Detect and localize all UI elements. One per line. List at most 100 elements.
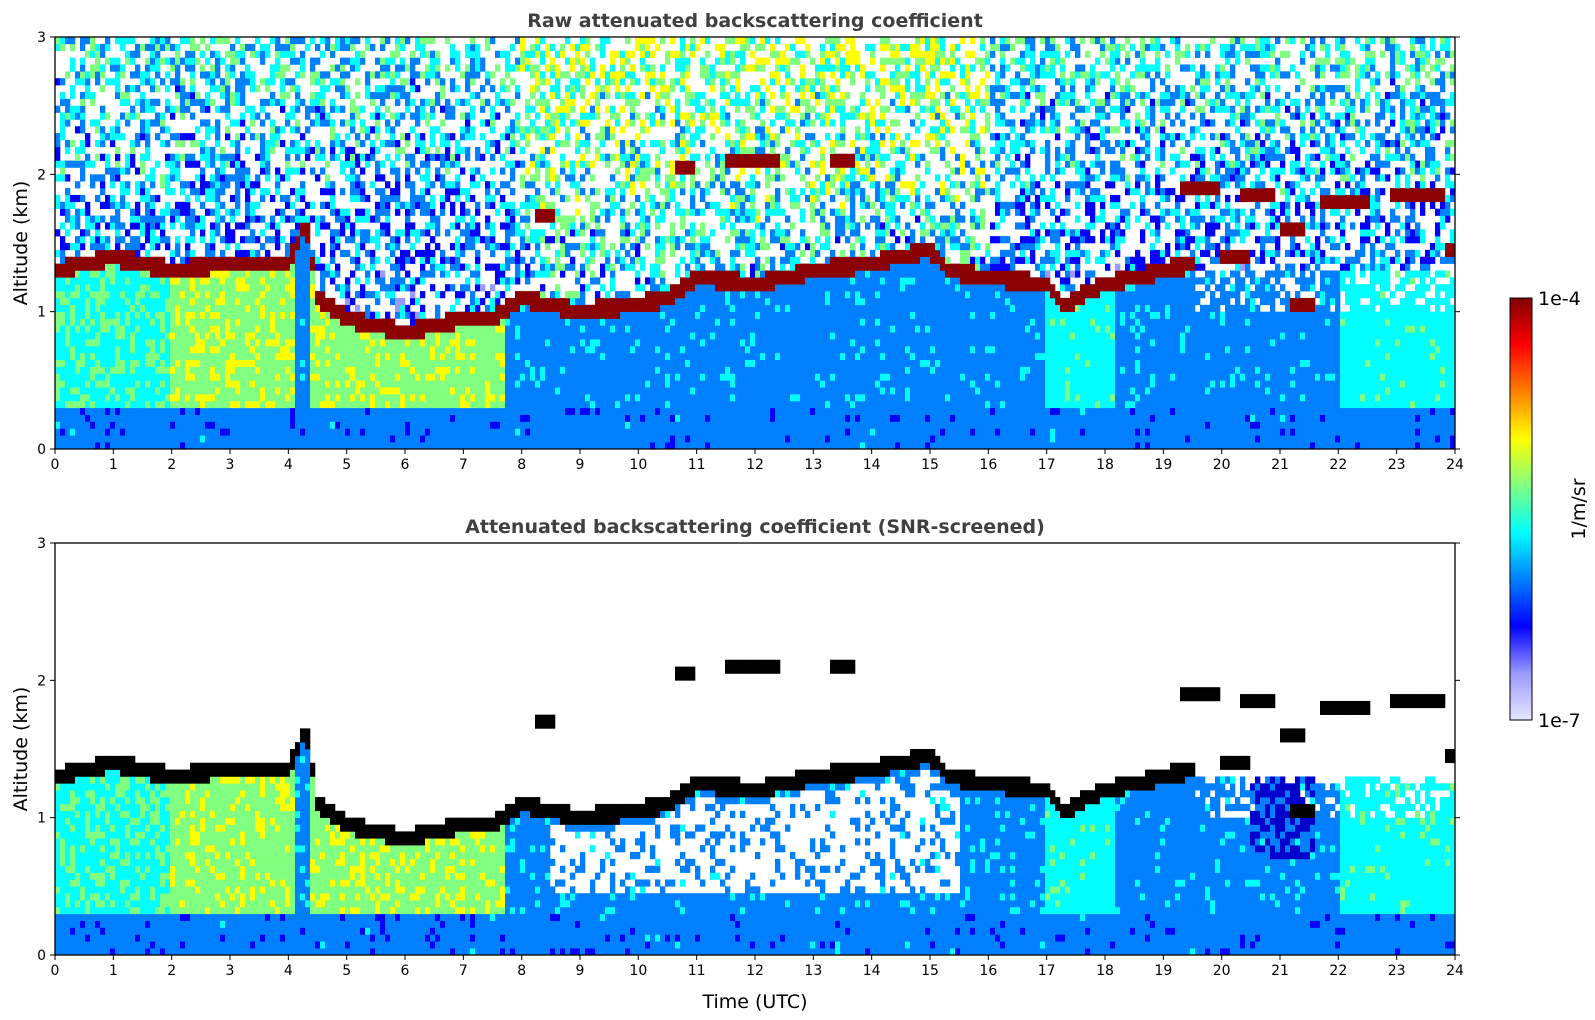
heatmap-cell [235, 297, 241, 306]
heatmap-cell [510, 174, 516, 182]
heatmap-cell [595, 215, 601, 223]
heatmap-cell [365, 428, 371, 436]
heatmap-cell [485, 311, 491, 319]
heatmap-cell [525, 373, 531, 381]
heatmap-cell [275, 208, 281, 216]
heatmap-cell [440, 78, 446, 86]
heatmap-cell [230, 414, 236, 422]
heatmap-cell [230, 291, 236, 299]
heatmap-cell [260, 346, 266, 354]
heatmap-cell [255, 325, 261, 333]
heatmap-cell [280, 78, 286, 86]
heatmap-cell [230, 407, 236, 415]
heatmap-cell [395, 91, 401, 100]
heatmap-cell [400, 325, 406, 333]
heatmap-cell [470, 243, 476, 251]
heatmap-cell [235, 133, 241, 141]
heatmap-cell [435, 373, 441, 381]
heatmap-cell [70, 160, 76, 168]
heatmap-cell [505, 222, 511, 230]
heatmap-cell [435, 229, 441, 237]
heatmap-cell [385, 387, 391, 395]
heatmap-cell [585, 380, 591, 388]
heatmap-cell [115, 421, 121, 429]
heatmap-cell [185, 160, 191, 168]
heatmap-cell [535, 194, 541, 203]
heatmap-cell [600, 339, 606, 347]
heatmap-cell [375, 126, 381, 134]
heatmap-cell [255, 373, 261, 381]
heatmap-cell [515, 400, 521, 409]
heatmap-cell [560, 394, 566, 402]
heatmap-cell [620, 64, 626, 72]
heatmap-cell [350, 311, 356, 319]
heatmap-cell [365, 387, 371, 395]
heatmap-cell [530, 291, 536, 299]
heatmap-cell [600, 263, 606, 271]
heatmap-cell [585, 428, 591, 436]
heatmap-cell [210, 160, 216, 168]
heatmap-cell [260, 119, 266, 127]
heatmap-cell [590, 105, 596, 113]
heatmap-cell [185, 394, 191, 402]
heatmap-cell [300, 133, 306, 141]
heatmap-cell [605, 105, 611, 113]
heatmap-cell [335, 263, 341, 271]
heatmap-cell [320, 37, 326, 45]
heatmap-cell [425, 188, 431, 196]
heatmap-cell [535, 311, 541, 319]
heatmap-cell [525, 325, 531, 333]
heatmap-cell [420, 387, 426, 395]
heatmap-cell [235, 332, 241, 340]
heatmap-cell [285, 201, 291, 209]
heatmap-cell [585, 339, 591, 347]
heatmap-cell [345, 325, 351, 333]
heatmap-cell [185, 435, 191, 443]
heatmap-cell [355, 407, 361, 415]
heatmap-cell [240, 71, 246, 79]
heatmap-cell [150, 37, 156, 45]
heatmap-cell [535, 304, 541, 312]
heatmap-cell [590, 435, 596, 443]
heatmap-cell [320, 442, 326, 449]
heatmap-cell [325, 270, 331, 278]
heatmap-cell [130, 112, 136, 120]
heatmap-cell [120, 339, 126, 347]
heatmap-cell [90, 91, 96, 100]
heatmap-cell [570, 414, 576, 422]
heatmap-cell [155, 366, 161, 374]
heatmap-cell [220, 435, 226, 443]
heatmap-cell [150, 85, 156, 93]
heatmap-cell [565, 339, 571, 347]
heatmap-cell [130, 373, 136, 381]
heatmap-cell [330, 64, 336, 72]
heatmap-cell [420, 146, 426, 155]
heatmap-cell [440, 119, 446, 127]
heatmap-cell [285, 263, 291, 271]
heatmap-cell [130, 394, 136, 402]
heatmap-cell [625, 236, 631, 244]
heatmap-cell [385, 373, 391, 381]
heatmap-cell [175, 346, 181, 354]
heatmap-cell [60, 112, 66, 120]
heatmap-cell [120, 311, 126, 319]
heatmap-cell [225, 442, 231, 449]
heatmap-cell [365, 311, 371, 319]
heatmap-cell [180, 112, 186, 120]
heatmap-cell [565, 421, 571, 429]
heatmap-cell [255, 394, 261, 402]
heatmap-cell [555, 332, 561, 340]
heatmap-cell [575, 428, 581, 436]
heatmap-cell [620, 359, 626, 367]
heatmap-cell [400, 256, 406, 264]
heatmap-cell [160, 346, 166, 354]
heatmap-cell [90, 373, 96, 381]
heatmap-cell [295, 194, 301, 203]
heatmap-cell [355, 352, 361, 361]
heatmap-cell [125, 435, 131, 443]
heatmap-cell [110, 332, 116, 340]
heatmap-cell [240, 366, 246, 374]
heatmap-cell [380, 394, 386, 402]
heatmap-cell [285, 325, 291, 333]
heatmap-cell [115, 352, 121, 361]
